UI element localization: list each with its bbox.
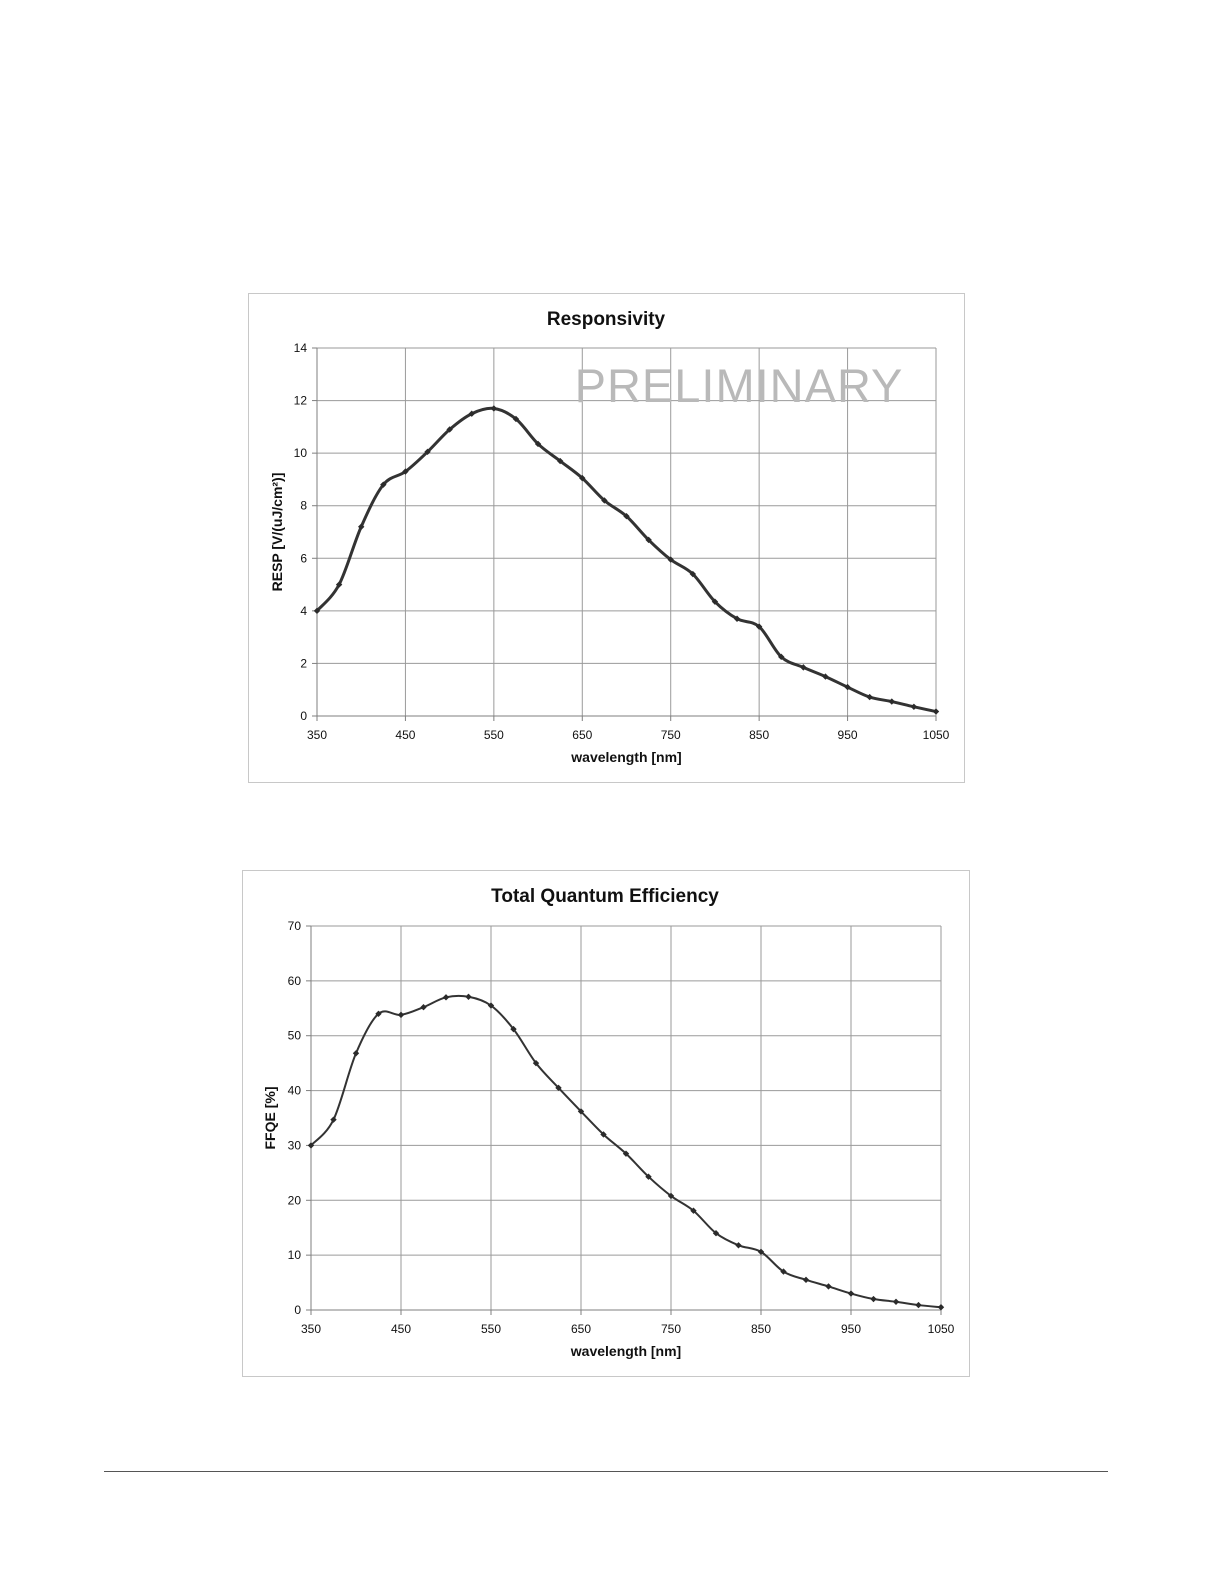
data-point-marker bbox=[420, 1003, 427, 1011]
quantum-efficiency-chart-svg: 0 10 20 30 40 50 60 70 350 450 550 650 750 850 950 1050… bbox=[262, 886, 955, 1359]
data-point-marker bbox=[847, 1290, 855, 1297]
y-axis-label: FFQE [%] bbox=[262, 1087, 278, 1150]
x-tick-label: 350 bbox=[301, 1322, 321, 1336]
data-point-marker bbox=[802, 1276, 810, 1284]
data-point-marker bbox=[735, 1242, 742, 1249]
x-tick-label: 450 bbox=[395, 728, 415, 742]
y-tick-label: 6 bbox=[300, 551, 307, 565]
data-point-marker bbox=[487, 1002, 495, 1009]
data-point-marker bbox=[757, 1248, 765, 1256]
chart-title: Total Quantum Efficiency bbox=[491, 886, 719, 907]
x-tick-label: 950 bbox=[838, 728, 858, 742]
x-axis-label: wavelength [nm] bbox=[570, 1343, 681, 1359]
x-axis-label: wavelength [nm] bbox=[570, 749, 681, 765]
data-point-marker bbox=[712, 1230, 720, 1237]
data-point-marker bbox=[352, 1050, 360, 1057]
y-tick-label: 8 bbox=[300, 499, 307, 513]
x-tick-label: 850 bbox=[751, 1322, 771, 1336]
data-point-marker bbox=[424, 448, 431, 456]
data-point-marker bbox=[822, 673, 829, 680]
data-point-marker bbox=[465, 993, 472, 1000]
y-tick-label: 10 bbox=[288, 1248, 302, 1262]
responsivity-chart: 0 2 4 6 8 10 12 14 350 450 550 650 750 850 950 1050 PREL… bbox=[248, 293, 965, 783]
data-point-marker bbox=[645, 1173, 652, 1180]
data-point-marker bbox=[490, 405, 498, 412]
data-point-marker bbox=[689, 570, 697, 578]
data-point-marker bbox=[532, 1059, 540, 1067]
y-tick-label: 12 bbox=[294, 394, 308, 408]
y-tick-label: 50 bbox=[288, 1029, 302, 1043]
data-point-marker bbox=[555, 1084, 562, 1092]
y-tick-label: 0 bbox=[300, 709, 307, 723]
x-tick-label: 1050 bbox=[923, 728, 950, 742]
data-point-marker bbox=[780, 1268, 787, 1275]
footer-divider bbox=[104, 1471, 1108, 1472]
y-tick-label: 0 bbox=[294, 1303, 301, 1317]
y-axis-label: RESP [V/(uJ/cm²)] bbox=[269, 473, 285, 592]
data-point-marker bbox=[937, 1304, 945, 1311]
data-point-marker bbox=[600, 1131, 607, 1138]
x-tick-label: 850 bbox=[749, 728, 769, 742]
x-tick-label: 750 bbox=[661, 1322, 681, 1336]
y-tick-label: 40 bbox=[288, 1084, 302, 1098]
data-point-marker bbox=[888, 698, 895, 705]
x-tick-label: 650 bbox=[572, 728, 592, 742]
y-tick-label: 4 bbox=[300, 604, 307, 618]
data-point-marker bbox=[397, 1011, 405, 1019]
y-tick-label: 60 bbox=[288, 974, 302, 988]
y-tick-label: 14 bbox=[294, 341, 308, 355]
x-tick-label: 550 bbox=[481, 1322, 501, 1336]
data-point-marker bbox=[870, 1295, 877, 1303]
data-point-marker bbox=[622, 1150, 630, 1157]
y-tick-label: 20 bbox=[288, 1193, 302, 1207]
y-tick-label: 70 bbox=[288, 919, 302, 933]
data-point-marker bbox=[534, 440, 542, 448]
data-point-marker bbox=[892, 1298, 900, 1305]
x-tick-label: 550 bbox=[484, 728, 504, 742]
preliminary-watermark: PRELIMINARY bbox=[575, 359, 904, 412]
data-point-marker bbox=[442, 994, 450, 1001]
x-tick-label: 450 bbox=[391, 1322, 411, 1336]
responsivity-chart-svg: 0 2 4 6 8 10 12 14 350 450 550 650 750 850 950 1050 PREL… bbox=[269, 309, 950, 765]
data-point-marker bbox=[915, 1301, 922, 1309]
chart-title: Responsivity bbox=[547, 309, 666, 330]
x-tick-label: 1050 bbox=[928, 1322, 955, 1336]
x-tick-label: 650 bbox=[571, 1322, 591, 1336]
y-tick-label: 2 bbox=[300, 656, 307, 670]
x-tick-label: 350 bbox=[307, 728, 327, 742]
data-point-marker bbox=[335, 581, 343, 588]
data-point-marker bbox=[375, 1010, 382, 1017]
data-point-marker bbox=[932, 708, 940, 715]
x-tick-label: 950 bbox=[841, 1322, 861, 1336]
data-point-marker bbox=[825, 1283, 832, 1290]
data-point-marker bbox=[468, 410, 475, 417]
series-line bbox=[315, 406, 938, 714]
data-point-marker bbox=[910, 703, 918, 710]
data-point-marker bbox=[380, 481, 387, 488]
x-tick-label: 750 bbox=[661, 728, 681, 742]
data-point-marker bbox=[690, 1207, 697, 1214]
data-point-marker bbox=[577, 1108, 585, 1115]
data-point-marker bbox=[556, 457, 564, 465]
data-point-marker bbox=[667, 1192, 675, 1200]
data-point-marker bbox=[844, 683, 851, 691]
y-tick-label: 30 bbox=[288, 1138, 302, 1152]
data-point-marker bbox=[623, 513, 630, 520]
data-point-marker bbox=[402, 468, 409, 475]
y-tick-label: 10 bbox=[294, 446, 308, 460]
quantum-efficiency-chart: 0 10 20 30 40 50 60 70 350 450 550 650 750 850 950 1050… bbox=[242, 870, 970, 1377]
